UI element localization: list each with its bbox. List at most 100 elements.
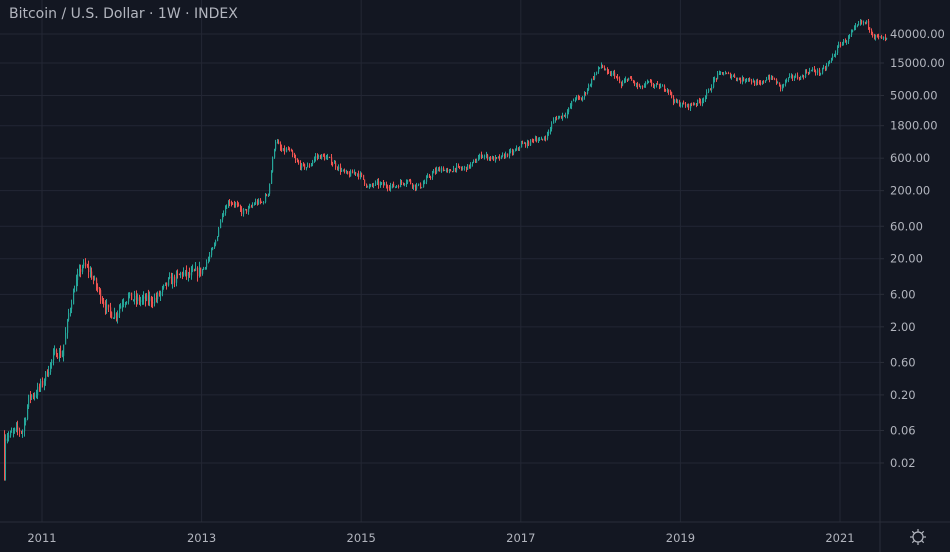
candle-body: [535, 138, 537, 141]
candle-body: [387, 186, 389, 189]
candle-body: [599, 67, 601, 69]
candle-body: [760, 82, 762, 85]
candle-body: [473, 160, 475, 163]
candle-body: [509, 151, 511, 156]
candle-body: [647, 81, 649, 83]
candle-body: [289, 149, 291, 151]
candle-body: [395, 186, 397, 188]
candle-body: [723, 74, 725, 76]
candle-body: [65, 332, 67, 345]
candle-body: [493, 156, 495, 161]
candle-body: [157, 292, 159, 300]
candle-body: [367, 186, 369, 188]
candle-body: [360, 173, 362, 178]
candle-body: [576, 96, 578, 99]
candle-body: [705, 96, 707, 100]
candle-body: [93, 279, 95, 281]
candle-body: [25, 419, 27, 423]
candle-body: [74, 291, 76, 293]
candle-body: [249, 206, 251, 208]
candle-body: [532, 139, 534, 141]
candle-body: [337, 167, 339, 169]
candle-body: [246, 209, 248, 212]
candle-body: [720, 71, 722, 73]
candle-body: [128, 295, 130, 302]
candle-body: [225, 208, 227, 214]
candle-body: [840, 44, 842, 46]
candle-body: [852, 29, 854, 33]
candle-body: [849, 35, 851, 37]
candle-body: [814, 68, 816, 72]
candle-body: [281, 147, 283, 151]
candle-body: [169, 276, 171, 279]
candle-body: [79, 269, 81, 274]
candle-body: [300, 163, 302, 168]
candle-body: [524, 142, 526, 144]
candle-body: [708, 89, 710, 92]
candle-body: [492, 156, 494, 160]
gear-icon[interactable]: [909, 528, 927, 546]
candle-body: [481, 154, 483, 158]
candle-body: [610, 72, 612, 76]
candle-body: [639, 86, 641, 88]
candle-body: [865, 21, 867, 23]
candle-body: [624, 80, 626, 84]
candle-body: [768, 77, 770, 80]
candle-body: [823, 67, 825, 69]
candle-body: [5, 438, 7, 441]
candle-body: [28, 395, 30, 407]
candle-body: [771, 76, 773, 80]
candle-body: [613, 72, 615, 74]
y-tick-label: 20.00: [890, 252, 923, 266]
candle-body: [140, 300, 142, 302]
candle-body: [355, 172, 357, 174]
candle-body: [392, 183, 394, 186]
time-axis[interactable]: 2011 2013 2015 2017 2019 2021: [27, 531, 854, 545]
candle-body: [756, 81, 758, 86]
candle-body: [730, 73, 732, 78]
candle-body: [304, 164, 306, 169]
candle-body: [855, 25, 857, 28]
candle-body: [30, 395, 32, 398]
candle-body: [303, 164, 305, 166]
candle-body: [568, 107, 570, 112]
candle-body: [512, 150, 514, 154]
candle-body: [137, 297, 139, 301]
candle-body: [449, 170, 451, 172]
candle-body: [637, 83, 639, 87]
candle-body: [489, 157, 491, 160]
candle-body: [656, 83, 658, 86]
candle-body: [177, 273, 179, 275]
candle-body: [579, 97, 581, 99]
candle-body: [33, 395, 35, 397]
candle-body: [458, 165, 460, 167]
candle-body: [80, 269, 82, 272]
candle-body: [350, 171, 352, 177]
price-axis[interactable]: 40000.00 15000.00 5000.00 1800.00 600.00 200.…: [880, 27, 945, 470]
y-tick-label: 200.00: [890, 184, 930, 198]
candle-body: [156, 297, 158, 300]
candle-body: [542, 138, 544, 140]
candle-body: [314, 158, 316, 162]
candle-body: [519, 147, 521, 149]
candle-body: [664, 85, 666, 91]
candle-body: [323, 154, 325, 156]
candle-body: [679, 101, 681, 106]
candle-body: [116, 313, 118, 318]
candle-body: [113, 317, 115, 319]
candle-body: [518, 147, 520, 149]
candle-body: [665, 90, 667, 92]
candle-body: [363, 174, 365, 180]
candle-body: [384, 184, 386, 186]
candle-body: [226, 207, 228, 209]
candle-body: [578, 96, 580, 98]
candle-body: [136, 295, 138, 301]
candle-body: [619, 78, 621, 83]
candle-body: [11, 431, 13, 433]
candle-body: [366, 184, 368, 187]
candle-body: [105, 304, 107, 310]
candle-body: [754, 80, 756, 86]
candle-body: [301, 164, 303, 168]
candle-body: [765, 80, 767, 83]
